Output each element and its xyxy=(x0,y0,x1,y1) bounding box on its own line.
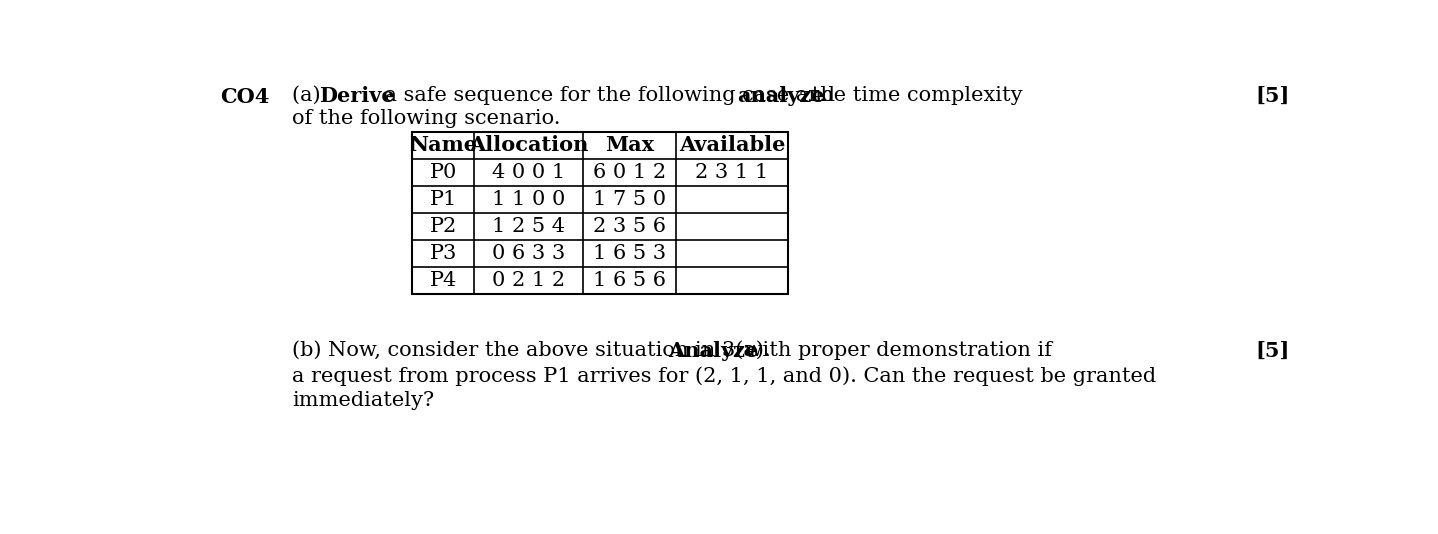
Text: P2: P2 xyxy=(430,217,457,235)
Text: CO4: CO4 xyxy=(220,87,269,107)
Text: [5]: [5] xyxy=(1255,341,1290,362)
Text: 2 3 5 6: 2 3 5 6 xyxy=(592,217,666,235)
Text: a safe sequence for the following case and: a safe sequence for the following case a… xyxy=(378,85,841,105)
Text: Allocation: Allocation xyxy=(469,135,588,155)
Text: 1 1 0 0: 1 1 0 0 xyxy=(492,190,565,209)
Text: P0: P0 xyxy=(430,163,457,182)
Text: 1 2 5 4: 1 2 5 4 xyxy=(492,217,565,235)
Text: Max: Max xyxy=(605,135,654,155)
Text: Available: Available xyxy=(679,135,785,155)
Text: Derive: Derive xyxy=(319,85,395,106)
Text: 4 0 0 1: 4 0 0 1 xyxy=(492,163,565,182)
Text: 1 6 5 6: 1 6 5 6 xyxy=(592,271,666,289)
Text: [5]: [5] xyxy=(1255,85,1290,106)
Bar xyxy=(413,132,788,294)
Text: (b) Now, consider the above situation in 3(a).: (b) Now, consider the above situation in… xyxy=(292,341,778,360)
Text: immediately?: immediately? xyxy=(292,390,434,410)
Text: 1 6 5 3: 1 6 5 3 xyxy=(592,244,666,263)
Text: 0 2 1 2: 0 2 1 2 xyxy=(492,271,565,289)
Text: P4: P4 xyxy=(430,271,457,289)
Text: 1 7 5 0: 1 7 5 0 xyxy=(592,190,666,209)
Text: (a): (a) xyxy=(292,85,328,105)
Text: Name: Name xyxy=(410,135,477,155)
Text: the time complexity: the time complexity xyxy=(805,85,1022,105)
Text: 6 0 1 2: 6 0 1 2 xyxy=(592,163,666,182)
Text: P1: P1 xyxy=(430,190,457,209)
Text: 0 6 3 3: 0 6 3 3 xyxy=(492,244,565,263)
Text: with proper demonstration if: with proper demonstration if xyxy=(738,341,1053,360)
Text: a request from process P1 arrives for (2, 1, 1, and 0). Can the request be grant: a request from process P1 arrives for (2… xyxy=(292,366,1156,386)
Text: analyze: analyze xyxy=(738,85,825,106)
Text: P3: P3 xyxy=(430,244,457,263)
Text: Analyze: Analyze xyxy=(669,341,758,362)
Text: 2 3 1 1: 2 3 1 1 xyxy=(696,163,768,182)
Text: of the following scenario.: of the following scenario. xyxy=(292,109,561,128)
